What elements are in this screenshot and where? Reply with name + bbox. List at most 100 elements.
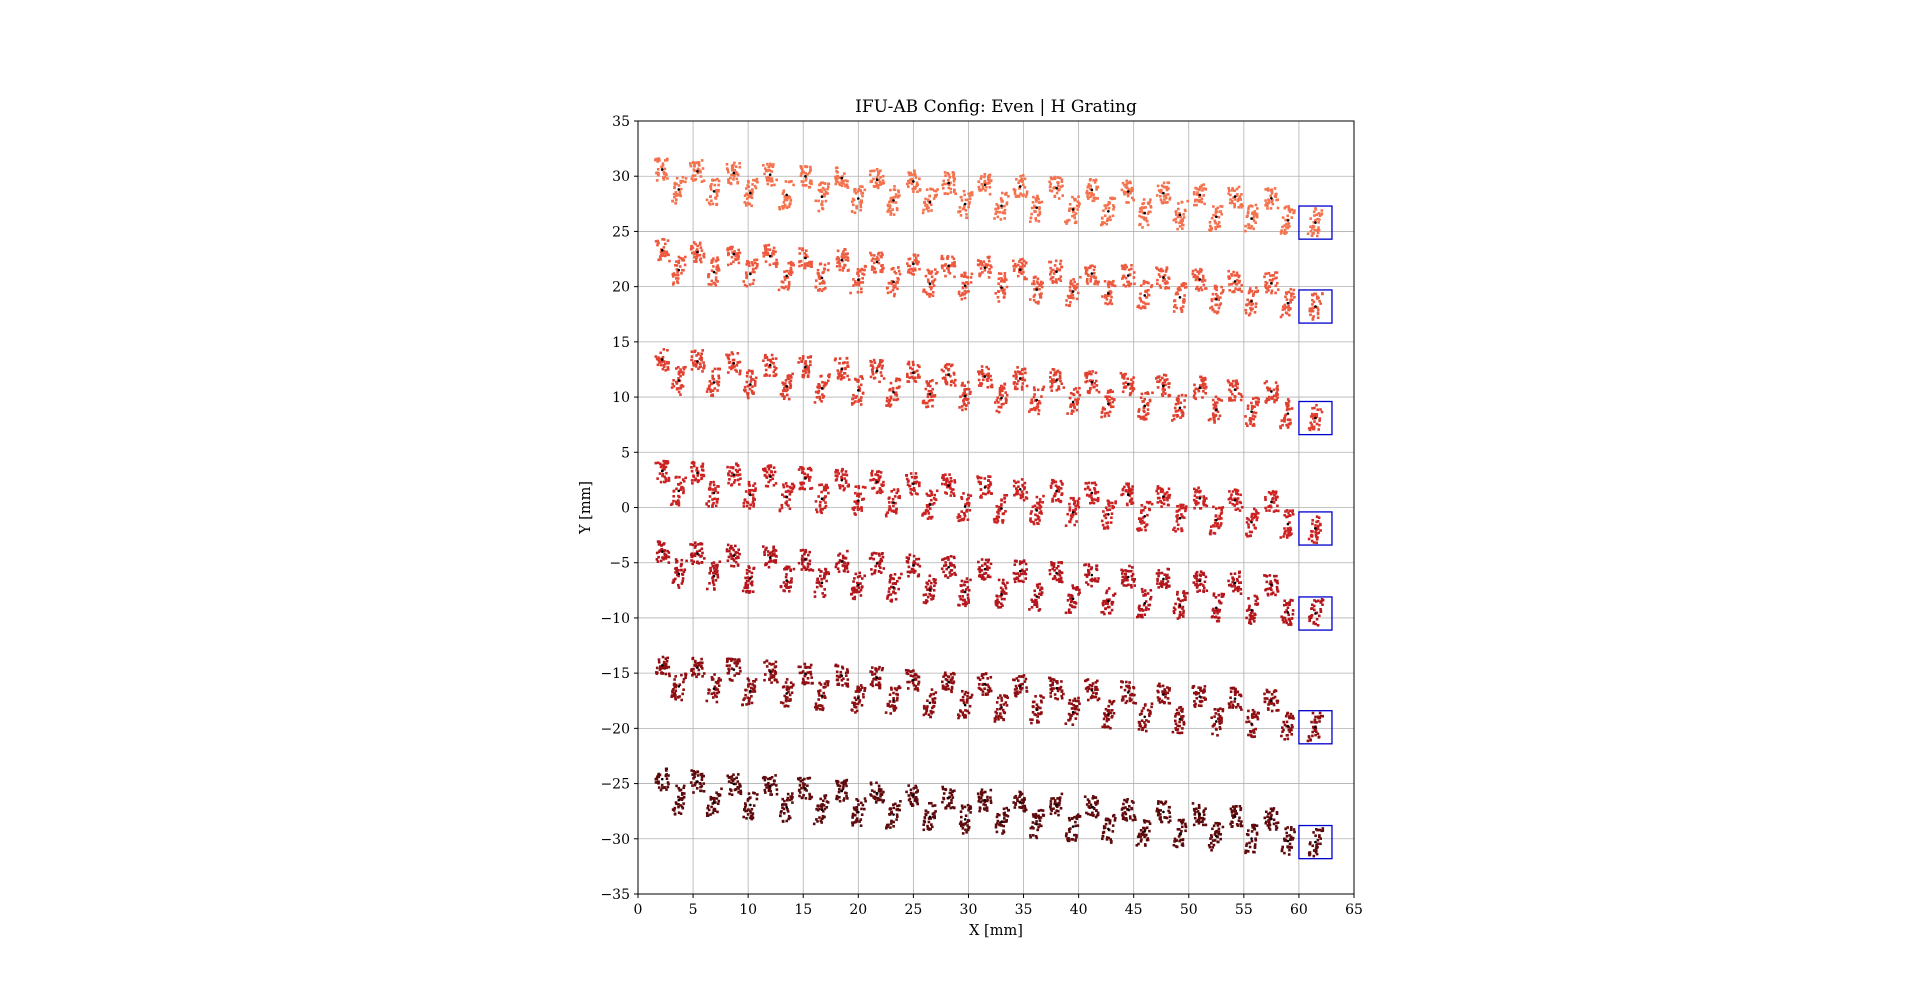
spot-lower-point bbox=[1079, 275, 1082, 279]
spot-lower-point bbox=[744, 202, 748, 206]
spot-lower-point bbox=[930, 209, 933, 212]
spot-lower-point bbox=[1041, 388, 1044, 391]
spot-lower-point bbox=[931, 282, 935, 285]
spot-highlighted-point bbox=[1316, 295, 1319, 298]
spot-lower-point bbox=[1144, 296, 1148, 299]
spot-upper-point bbox=[1276, 495, 1279, 499]
spot-upper-point bbox=[1050, 189, 1054, 193]
spot-upper-point bbox=[804, 361, 807, 365]
spot-upper-point bbox=[1276, 384, 1279, 388]
spot-upper-point bbox=[1016, 263, 1020, 267]
center-marker bbox=[785, 495, 789, 499]
spot-upper-point bbox=[1055, 267, 1059, 270]
spot-lower-point bbox=[1256, 207, 1259, 210]
spot-upper-point bbox=[1233, 398, 1236, 402]
spot-lower-point bbox=[1100, 415, 1103, 419]
spot-lower-point bbox=[1110, 516, 1113, 519]
spot-upper-point bbox=[1084, 372, 1087, 375]
spot-upper-point bbox=[1084, 380, 1087, 384]
spot-upper-point bbox=[1057, 385, 1061, 388]
spot-upper-point bbox=[1161, 388, 1165, 391]
spot-lower-point bbox=[1032, 195, 1035, 199]
spot-upper-point bbox=[1199, 270, 1203, 273]
spot-lower-point bbox=[1287, 205, 1290, 208]
spot-lower-point bbox=[896, 195, 900, 199]
spot-lower-point bbox=[1111, 505, 1114, 508]
spot-lower-point bbox=[1111, 214, 1115, 218]
spot-upper-point bbox=[987, 367, 990, 371]
spot-lower-point bbox=[1253, 507, 1256, 511]
spot-upper-point bbox=[947, 186, 951, 190]
spot-upper-point bbox=[1059, 479, 1063, 483]
spot-lower-point bbox=[1216, 522, 1219, 525]
spot-upper-point bbox=[845, 356, 849, 360]
spot-upper-point bbox=[1193, 487, 1196, 491]
spot-upper-point bbox=[1201, 396, 1204, 399]
spot-upper-point bbox=[906, 483, 910, 486]
spot-upper-point bbox=[1235, 271, 1239, 275]
spot-lower-point bbox=[1070, 515, 1074, 519]
spot-lower-point bbox=[1145, 219, 1149, 223]
spot-lower-point bbox=[784, 382, 787, 385]
spot-lower-point bbox=[1073, 280, 1076, 284]
spot-lower-point bbox=[858, 281, 862, 284]
spot-lower-point bbox=[1180, 411, 1184, 414]
spot-lower-point bbox=[1253, 515, 1257, 519]
spot-upper-point bbox=[868, 173, 872, 177]
spot-lower-point bbox=[1104, 294, 1107, 297]
spot-lower-point bbox=[851, 507, 854, 510]
spot-upper-point bbox=[1121, 277, 1124, 280]
spot-lower-point bbox=[1112, 279, 1115, 283]
spot-lower bbox=[885, 377, 902, 408]
spot-lower-point bbox=[1073, 405, 1076, 409]
center-marker bbox=[732, 473, 736, 476]
spot-upper-point bbox=[1194, 503, 1198, 506]
spot-highlighted-point bbox=[1311, 224, 1315, 228]
spot-lower-point bbox=[681, 268, 684, 272]
spot-upper-point bbox=[1164, 493, 1167, 496]
center-marker bbox=[1178, 296, 1182, 299]
spot-lower-point bbox=[1031, 201, 1035, 204]
spot-lower-point bbox=[1109, 282, 1112, 286]
spot-lower-point bbox=[1003, 494, 1006, 497]
spot-lower-point bbox=[675, 502, 678, 505]
spot-lower-point bbox=[997, 410, 1001, 414]
spot-lower-point bbox=[1251, 512, 1254, 516]
spot-lower-point bbox=[1180, 513, 1183, 516]
spot-upper-point bbox=[1165, 496, 1168, 500]
spot-highlighted-point bbox=[1309, 415, 1313, 418]
spot-upper-point bbox=[948, 183, 951, 186]
spot-highlighted-point bbox=[1311, 293, 1315, 297]
spot-highlighted bbox=[1306, 207, 1324, 238]
spot-lower-point bbox=[787, 286, 791, 289]
spot-lower-point bbox=[1065, 303, 1068, 307]
spot-upper-point bbox=[842, 488, 846, 492]
spot-lower-point bbox=[752, 498, 755, 502]
spot-upper-point bbox=[731, 352, 735, 356]
spot-upper-point bbox=[1023, 186, 1027, 189]
spot-upper-point bbox=[872, 261, 876, 265]
spot-lower bbox=[670, 365, 687, 396]
spot-lower-point bbox=[1283, 418, 1286, 421]
spot-upper-point bbox=[1236, 193, 1239, 196]
spot-lower-point bbox=[1064, 524, 1068, 527]
spot-upper-point bbox=[869, 478, 872, 482]
spot-highlighted-point bbox=[1312, 315, 1315, 318]
spot-upper-point bbox=[954, 378, 957, 382]
spot-lower-point bbox=[1104, 513, 1108, 516]
center-marker bbox=[912, 482, 915, 486]
spot-lower-point bbox=[894, 193, 898, 196]
spot-lower-point bbox=[788, 493, 792, 496]
center-marker bbox=[677, 379, 681, 382]
spot-highlighted-point bbox=[1309, 225, 1312, 228]
spot-upper-point bbox=[841, 484, 845, 488]
spot-upper-point bbox=[836, 261, 839, 264]
spot-upper-point bbox=[665, 471, 668, 475]
spot-lower-point bbox=[1254, 396, 1258, 400]
spot-upper-point bbox=[1088, 488, 1092, 492]
spot-upper-point bbox=[800, 466, 804, 469]
spot-upper-point bbox=[733, 250, 736, 253]
spot-lower-point bbox=[957, 210, 960, 214]
spot-lower-point bbox=[819, 190, 822, 193]
spot-lower-point bbox=[1257, 512, 1260, 515]
